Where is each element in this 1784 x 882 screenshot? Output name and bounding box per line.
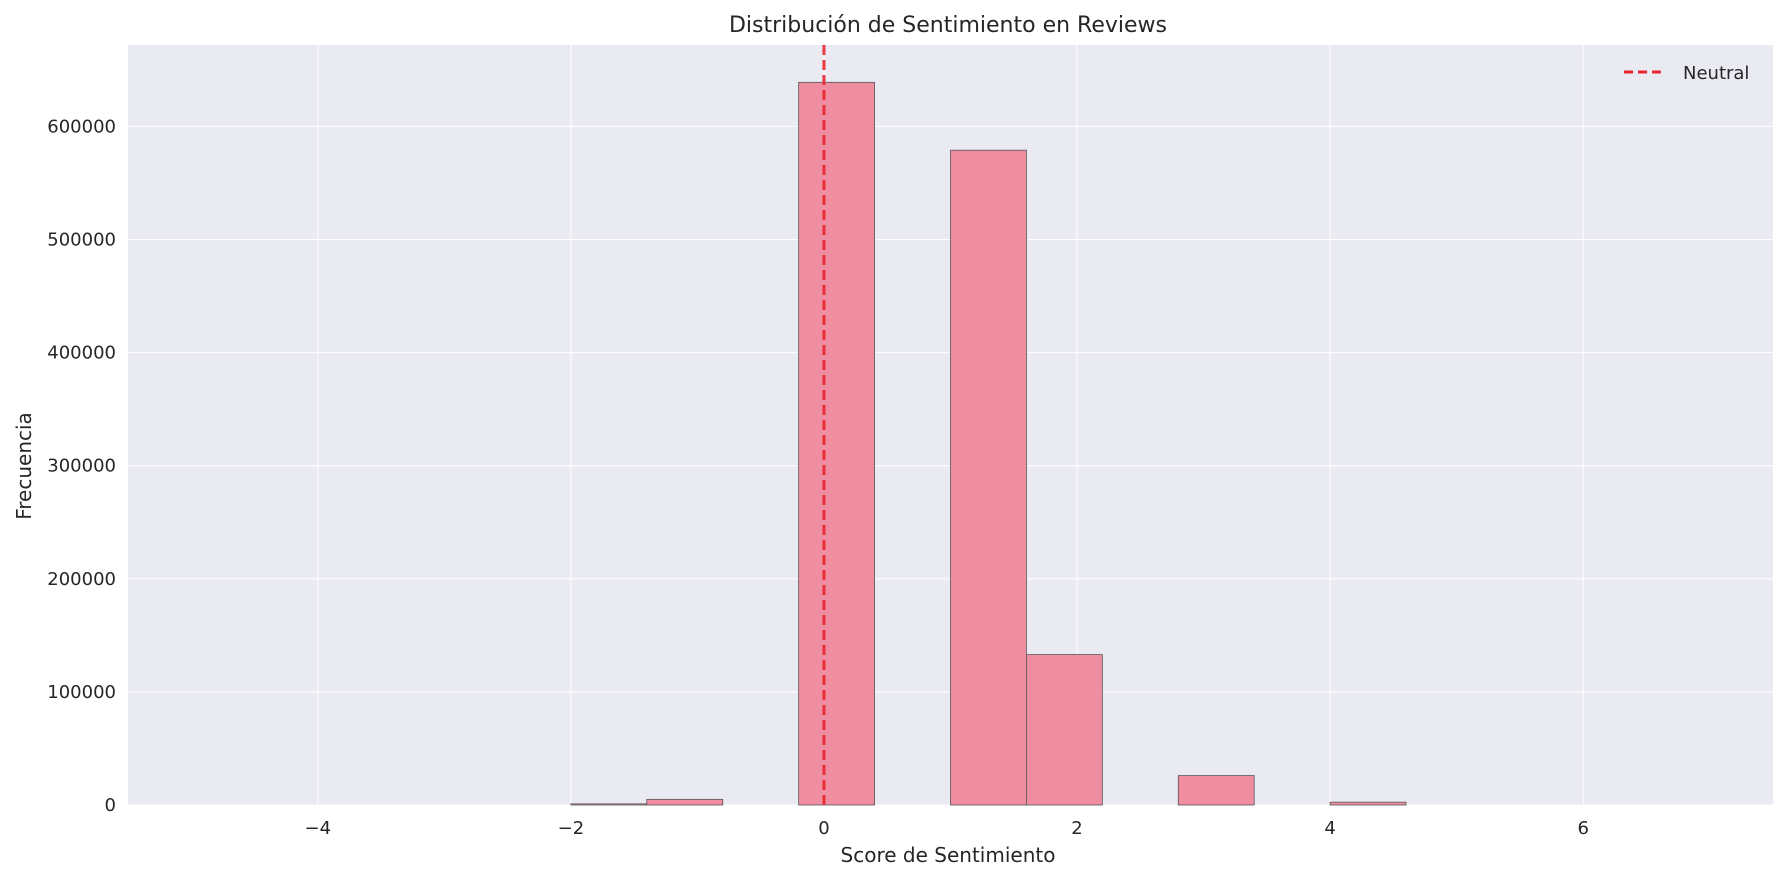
x-tick-label: −4	[305, 818, 332, 839]
y-tick-label: 400000	[47, 343, 116, 364]
histogram-bar	[1329, 801, 1407, 806]
y-tick-label: 100000	[47, 682, 116, 703]
x-tick-label: 4	[1324, 818, 1335, 839]
y-tick-label: 300000	[47, 456, 116, 477]
y-tick-label: 600000	[47, 116, 116, 137]
x-tick-label: 2	[1071, 818, 1082, 839]
histogram-bar	[570, 803, 648, 806]
y-axis-ticks: 0 100000 200000 300000 400000 500000 600000	[47, 116, 116, 816]
histogram-bar	[1177, 775, 1255, 806]
x-tick-label: 0	[818, 818, 829, 839]
histogram-bar	[646, 798, 724, 806]
x-tick-label: 6	[1577, 818, 1588, 839]
chart-title: Distribución de Sentimiento en Reviews	[729, 13, 1167, 38]
y-axis-label: Frecuencia	[12, 412, 36, 520]
x-axis-label: Score de Sentimiento	[841, 843, 1056, 867]
histogram-bar	[950, 149, 1027, 806]
histogram-bar	[1026, 654, 1103, 806]
histogram-bar	[798, 81, 875, 806]
y-tick-label: 500000	[47, 230, 116, 251]
histogram-bars	[570, 81, 1407, 806]
y-tick-label: 200000	[47, 569, 116, 590]
legend: Neutral	[1624, 63, 1749, 84]
x-axis-ticks: −4 −2 0 2 4 6	[305, 818, 1589, 839]
legend-label-neutral: Neutral	[1683, 63, 1749, 84]
y-tick-label: 0	[105, 795, 116, 816]
x-tick-label: −2	[558, 818, 585, 839]
